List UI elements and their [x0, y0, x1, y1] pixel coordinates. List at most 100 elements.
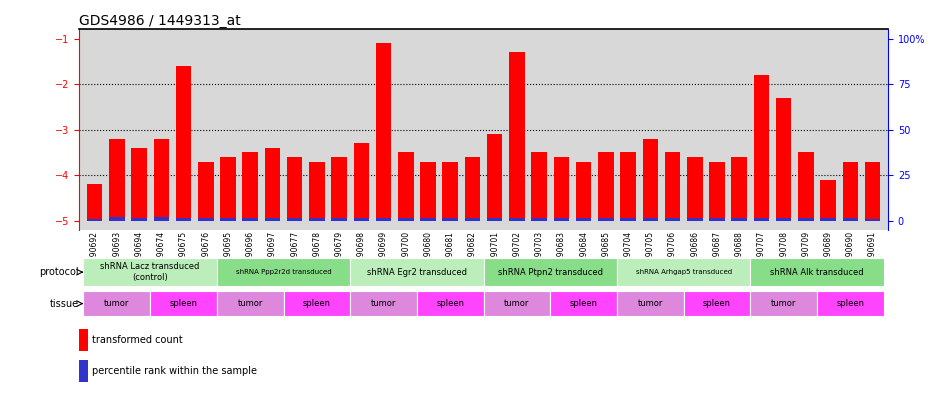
Bar	[687, 157, 702, 221]
Text: shRNA Alk transduced: shRNA Alk transduced	[770, 268, 864, 277]
Bar	[598, 218, 614, 221]
Bar	[731, 157, 747, 221]
Bar	[153, 217, 169, 221]
Text: tumor: tumor	[771, 299, 796, 308]
Bar	[79, 329, 88, 351]
Bar	[84, 258, 217, 286]
Bar	[79, 360, 88, 382]
Bar	[265, 148, 280, 221]
Text: tumor: tumor	[504, 299, 529, 308]
Bar	[820, 180, 836, 221]
Bar	[286, 157, 302, 221]
Bar	[643, 218, 658, 221]
Bar	[776, 98, 791, 221]
Bar	[487, 134, 502, 221]
Bar	[86, 219, 102, 221]
Text: shRNA Ppp2r2d transduced: shRNA Ppp2r2d transduced	[235, 269, 331, 275]
Bar	[398, 152, 414, 221]
Text: spleen: spleen	[169, 299, 197, 308]
Bar	[465, 157, 480, 221]
Text: percentile rank within the sample: percentile rank within the sample	[92, 366, 257, 376]
Bar	[265, 218, 280, 221]
Bar	[109, 139, 125, 221]
Bar	[687, 218, 702, 221]
Bar	[531, 152, 547, 221]
Bar	[617, 291, 684, 316]
Bar	[220, 157, 236, 221]
Bar	[731, 218, 747, 221]
Text: shRNA Lacz transduced
(control): shRNA Lacz transduced (control)	[100, 263, 200, 282]
Bar	[153, 139, 169, 221]
Bar	[617, 258, 751, 286]
Bar	[710, 218, 724, 221]
Bar	[309, 162, 325, 221]
Bar	[131, 218, 147, 221]
Bar	[109, 217, 125, 221]
Text: tissue: tissue	[49, 299, 79, 309]
Bar	[843, 218, 858, 221]
Bar	[598, 152, 614, 221]
Bar	[484, 291, 551, 316]
Bar	[776, 218, 791, 221]
Bar	[665, 218, 681, 221]
Bar	[351, 258, 484, 286]
Bar	[798, 152, 814, 221]
Bar	[284, 291, 351, 316]
Bar	[817, 291, 884, 316]
Bar	[243, 152, 258, 221]
Text: spleen: spleen	[303, 299, 331, 308]
Bar	[417, 291, 484, 316]
Bar	[420, 162, 436, 221]
Bar	[553, 218, 569, 221]
Bar	[353, 143, 369, 221]
Bar	[131, 148, 147, 221]
Text: spleen: spleen	[703, 299, 731, 308]
Bar	[620, 218, 636, 221]
Bar	[286, 218, 302, 221]
Bar	[620, 152, 636, 221]
Bar	[176, 66, 192, 221]
Bar	[684, 291, 751, 316]
Bar	[443, 162, 458, 221]
Bar	[398, 218, 414, 221]
Bar	[576, 162, 591, 221]
Bar	[420, 218, 436, 221]
Bar	[84, 291, 150, 316]
Bar	[509, 218, 525, 221]
Bar	[198, 162, 214, 221]
Text: tumor: tumor	[371, 299, 396, 308]
Bar	[531, 218, 547, 221]
Bar	[309, 218, 325, 221]
Bar	[551, 291, 617, 316]
Bar	[220, 218, 236, 221]
Bar	[353, 218, 369, 221]
Bar	[376, 218, 392, 221]
Bar	[217, 291, 284, 316]
Text: shRNA Ptpn2 transduced: shRNA Ptpn2 transduced	[498, 268, 603, 277]
Text: tumor: tumor	[638, 299, 663, 308]
Bar	[798, 218, 814, 221]
Bar	[465, 218, 480, 221]
Bar	[443, 218, 458, 221]
Bar	[753, 218, 769, 221]
Bar	[751, 291, 817, 316]
Bar	[331, 157, 347, 221]
Bar	[484, 258, 617, 286]
Bar	[331, 218, 347, 221]
Bar	[710, 162, 724, 221]
Text: shRNA Egr2 transduced: shRNA Egr2 transduced	[367, 268, 467, 277]
Bar	[553, 157, 569, 221]
Text: tumor: tumor	[104, 299, 129, 308]
Bar	[665, 152, 681, 221]
Bar	[643, 139, 658, 221]
Bar	[820, 218, 836, 221]
Text: spleen: spleen	[836, 299, 864, 308]
Bar	[376, 43, 392, 221]
Text: spleen: spleen	[570, 299, 598, 308]
Bar	[176, 218, 192, 221]
Bar	[150, 291, 217, 316]
Text: protocol: protocol	[39, 267, 79, 277]
Bar	[843, 162, 858, 221]
Text: GDS4986 / 1449313_at: GDS4986 / 1449313_at	[79, 15, 241, 28]
Bar	[509, 52, 525, 221]
